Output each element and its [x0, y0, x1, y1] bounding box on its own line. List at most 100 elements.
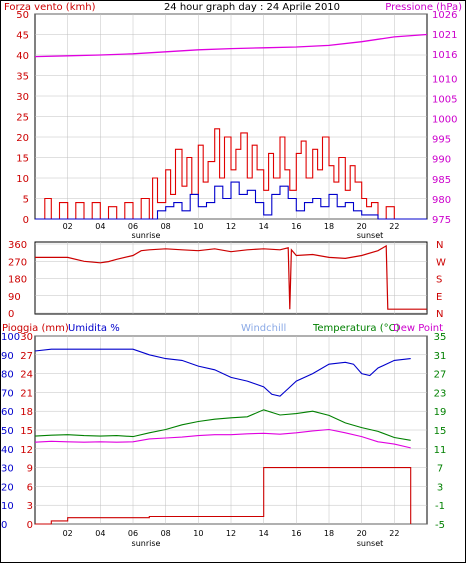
hour-tick-label: 22 [389, 222, 399, 231]
rain-tick-label: 30 [20, 332, 33, 343]
temperature-tick-label: -5 [435, 520, 445, 531]
rain-tick-labels: 0 3 6 9 12 15 18 21 24 27 30 [20, 332, 33, 531]
wind-speed-tick-label: 0 [23, 215, 29, 226]
rain-tick-label: 9 [27, 464, 33, 475]
hour-tick-label: 20 [357, 529, 367, 538]
hour-tick-label: 08 [161, 529, 171, 538]
hour-tick-label: 16 [291, 529, 301, 538]
temperature-tick-label: -1 [435, 501, 445, 512]
rain-tick-label: 0 [27, 520, 33, 531]
rain-humidity-temperature-chart: 0 3 6 9 12 15 18 21 24 27 30 0 10 20 30 40 50 60 70 80 90 10… [1, 332, 446, 538]
wind-speed-tick-label: 35 [16, 72, 29, 83]
rain-humidity-temperature-series [34, 348, 412, 525]
rain-tick-label: 18 [20, 407, 33, 418]
wind-direction-line [35, 244, 427, 310]
wind-speed-tick-label: 50 [16, 10, 29, 21]
dewpoint-legend: Dew Point [393, 323, 443, 334]
wind-pressure-series [34, 33, 428, 220]
pressure-tick-labels: 975 980 985 990 995 1000 1005 1010 1016 1021 1026 [432, 10, 457, 226]
degree-tick-label: 360 [8, 240, 27, 251]
hour-tick-labels-top: 02 04 06 08 10 12 14 16 18 20 22 [63, 222, 400, 231]
rain-tick-label: 21 [20, 388, 33, 399]
rain-axis-title: Pioggia (mm) [2, 323, 69, 334]
pressure-tick-label: 1000 [432, 115, 457, 126]
pressure-tick-label: 1010 [432, 74, 457, 85]
sunrise-label-bottom: sunrise [132, 539, 161, 548]
hour-tick-label: 02 [63, 222, 73, 231]
degree-tick-label: 270 [8, 257, 27, 268]
degree-tick-label: 180 [8, 275, 27, 286]
hour-tick-label: 12 [226, 222, 236, 231]
rain-tick-label: 27 [20, 351, 33, 362]
humidity-tick-label: 30 [1, 464, 14, 475]
temperature-tick-labels: -5 -1 3 7 11 15 19 23 27 31 35 [434, 332, 447, 531]
pressure-tick-label: 975 [432, 215, 451, 226]
hour-tick-label: 02 [63, 529, 73, 538]
hour-tick-label: 16 [291, 222, 301, 231]
compass-tick-label: N [436, 240, 443, 251]
rain-tick-label: 12 [20, 445, 33, 456]
degree-tick-label: 0 [8, 309, 14, 320]
wind-speed-tick-label: 10 [16, 174, 29, 185]
wind-direction-grid [35, 242, 427, 314]
wind-direction-series [35, 244, 427, 310]
hour-tick-label: 18 [324, 222, 334, 231]
wind-speed-tick-label: 30 [16, 92, 29, 103]
pressure-tick-label: 1016 [432, 50, 457, 61]
wind-speed-line [35, 128, 427, 220]
pressure-tick-label: 1021 [432, 30, 457, 41]
humidity-tick-label: 0 [1, 520, 7, 531]
compass-tick-label: N [436, 309, 443, 320]
pressure-tick-label: 990 [432, 155, 451, 166]
temperature-tick-label: 27 [434, 370, 447, 381]
temperature-axis-title: Temperatura (°C) [312, 323, 400, 334]
wind-pressure-chart: 0 5 10 15 20 25 30 35 40 45 50 975 980 985 990 995 1000… [16, 10, 457, 231]
hour-tick-label: 22 [389, 529, 399, 538]
sunset-label-bottom: sunset [357, 539, 384, 548]
humidity-tick-label: 80 [1, 370, 14, 381]
temperature-tick-label: 19 [434, 407, 447, 418]
pressure-tick-label: 1005 [432, 94, 457, 105]
degree-tick-label: 90 [8, 292, 21, 303]
temperature-tick-label: 15 [434, 426, 447, 437]
humidity-tick-label: 100 [1, 332, 20, 343]
temperature-tick-label: 7 [437, 464, 443, 475]
pressure-line [34, 33, 428, 58]
degree-tick-labels: 0 90 180 270 360 [8, 240, 27, 320]
pressure-tick-label: 985 [432, 175, 451, 186]
humidity-tick-labels: 0 10 20 30 40 50 60 70 80 90 100 [1, 332, 20, 531]
pressure-tick-label: 1026 [432, 10, 457, 21]
rain-tick-label: 3 [27, 501, 33, 512]
compass-tick-label: E [436, 292, 442, 303]
hour-tick-label: 06 [128, 222, 138, 231]
hour-tick-label: 04 [95, 222, 105, 231]
compass-tick-label: W [436, 257, 446, 268]
humidity-tick-label: 90 [1, 351, 14, 362]
hour-tick-label: 20 [357, 222, 367, 231]
hour-tick-label: 14 [259, 529, 269, 538]
gust-line [35, 181, 427, 220]
wind-speed-tick-label: 5 [23, 195, 29, 206]
sunset-label-top: sunset [357, 231, 384, 240]
hour-tick-label: 18 [324, 529, 334, 538]
temperature-line [34, 409, 411, 441]
hour-tick-label: 10 [193, 529, 203, 538]
hour-tick-label: 12 [226, 529, 236, 538]
humidity-tick-label: 60 [1, 407, 14, 418]
rain-tick-label: 6 [27, 482, 33, 493]
temperature-tick-label: 31 [434, 351, 447, 362]
humidity-tick-label: 20 [1, 482, 14, 493]
wind-speed-tick-label: 40 [16, 51, 29, 62]
humidity-line [34, 348, 411, 397]
temperature-tick-label: 23 [434, 388, 447, 399]
compass-tick-label: S [436, 275, 442, 286]
wind-axis-title: Forza vento (kmh) [4, 2, 96, 13]
sunrise-label-top: sunrise [132, 231, 161, 240]
hour-tick-label: 10 [193, 222, 203, 231]
hour-tick-label: 08 [161, 222, 171, 231]
hour-tick-labels-bottom: 02 04 06 08 10 12 14 16 18 20 22 [63, 529, 400, 538]
humidity-tick-label: 50 [1, 426, 14, 437]
